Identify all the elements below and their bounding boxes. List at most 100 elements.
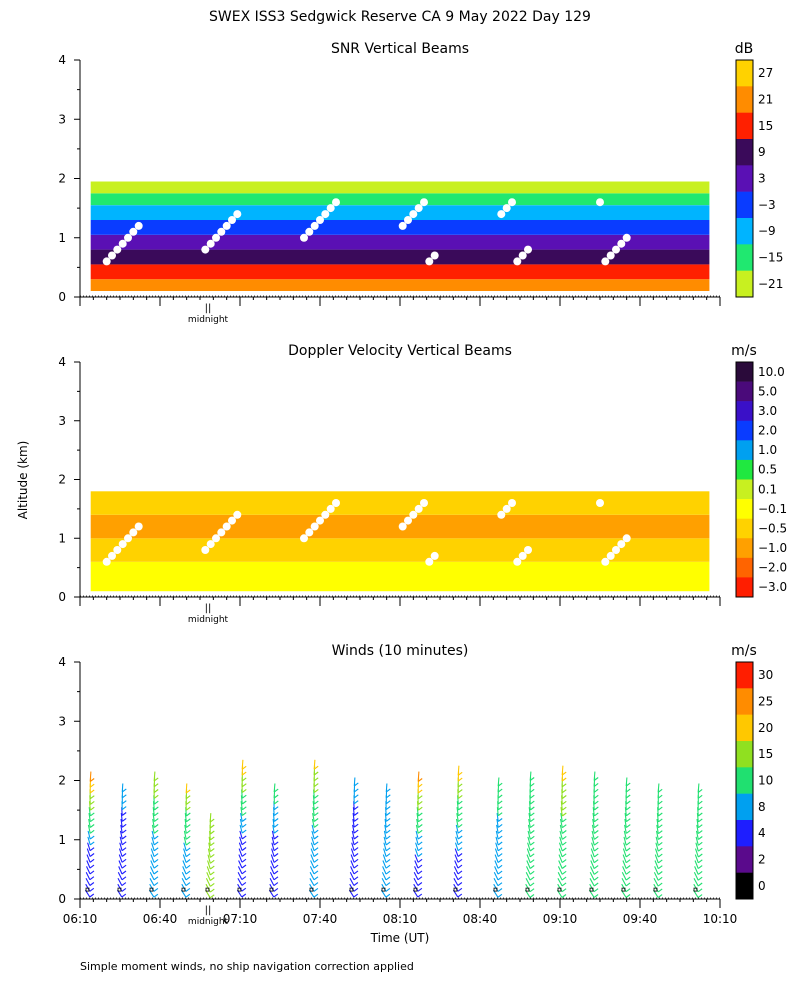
wind-barb bbox=[271, 830, 275, 840]
wind-barb bbox=[152, 818, 155, 828]
colorbar-swatch bbox=[736, 270, 753, 298]
wind-barb bbox=[87, 836, 91, 846]
y-tick-label: 1 bbox=[58, 833, 66, 847]
wind-barb bbox=[149, 872, 155, 881]
wind-barb-flag bbox=[153, 847, 159, 852]
wind-barb bbox=[184, 813, 187, 822]
wind-barb-flag bbox=[417, 887, 423, 892]
wind-barb-flag bbox=[593, 853, 599, 858]
wind-barb-flag bbox=[153, 794, 159, 799]
wind-barb bbox=[560, 807, 563, 817]
wind-barb bbox=[528, 818, 531, 828]
wind-barb-flag bbox=[353, 806, 359, 811]
colorbar-swatch bbox=[736, 244, 753, 271]
data-gap bbox=[102, 257, 111, 266]
wind-barb bbox=[87, 842, 91, 851]
wind-barb-flag bbox=[697, 788, 703, 793]
wind-barb-flag bbox=[185, 870, 191, 875]
wind-barb bbox=[271, 842, 275, 851]
wind-barb-flag bbox=[273, 847, 279, 852]
wind-barb bbox=[150, 866, 155, 875]
wind-barb-flag bbox=[313, 847, 319, 852]
wind-barb bbox=[591, 824, 595, 834]
colorbar-swatch bbox=[736, 165, 753, 192]
wind-barb bbox=[120, 818, 123, 828]
wind-barb bbox=[455, 824, 459, 834]
wind-barb-flag bbox=[561, 830, 567, 834]
wind-barb bbox=[621, 872, 627, 881]
wind-barb bbox=[625, 777, 628, 787]
colorbar-label: −2.0 bbox=[758, 561, 787, 575]
data-gap bbox=[124, 233, 132, 242]
data-gap bbox=[502, 504, 511, 513]
wind-barb bbox=[526, 854, 531, 863]
wind-barb bbox=[239, 830, 243, 840]
data-gap bbox=[404, 516, 412, 525]
wind-barb bbox=[695, 842, 699, 852]
wind-barb-flag bbox=[561, 789, 567, 794]
wind-barb-flag bbox=[241, 823, 247, 828]
wind-barb bbox=[150, 848, 155, 857]
colorbar-label: 9 bbox=[758, 145, 766, 159]
x-tick-label: 08:10 bbox=[383, 912, 418, 926]
wind-barb bbox=[309, 878, 315, 886]
data-gap bbox=[497, 210, 506, 219]
wind-barb-flag bbox=[625, 824, 631, 829]
wind-barb bbox=[558, 842, 563, 852]
colorbar-swatch bbox=[736, 381, 753, 402]
panel-title: Doppler Velocity Vertical Beams bbox=[288, 343, 512, 359]
wind-barb bbox=[527, 836, 531, 846]
wind-profile-06:25 bbox=[117, 783, 127, 898]
wind-barb-flag bbox=[153, 835, 159, 840]
calm-marker bbox=[557, 887, 562, 892]
data-gap bbox=[425, 557, 434, 566]
wind-barb-flag bbox=[697, 847, 703, 852]
wind-barb-flag bbox=[89, 778, 95, 782]
colorbar-label: 2 bbox=[758, 853, 766, 867]
wind-barb-flag bbox=[457, 887, 463, 892]
calm-marker bbox=[381, 887, 386, 892]
wind-barb-flag bbox=[529, 824, 535, 829]
wind-barb bbox=[454, 848, 459, 857]
wind-barb-flag bbox=[313, 893, 319, 898]
wind-barb-flag bbox=[697, 806, 703, 811]
wind-barb-flag bbox=[529, 865, 535, 869]
wind-barb-flag bbox=[313, 882, 319, 887]
wind-barb-flag bbox=[697, 800, 703, 805]
wind-barb-flag bbox=[561, 812, 567, 817]
wind-barb-flag bbox=[561, 847, 567, 852]
wind-barb-flag bbox=[457, 841, 463, 846]
wind-barb bbox=[151, 824, 155, 834]
wind-barb bbox=[494, 854, 499, 863]
wind-barb bbox=[624, 807, 627, 816]
wind-barb-flag bbox=[625, 894, 631, 898]
x-tick-label: 07:40 bbox=[303, 912, 338, 926]
calm-marker bbox=[653, 887, 658, 892]
wind-barb bbox=[495, 836, 499, 846]
wind-barb-flag bbox=[385, 806, 391, 811]
wind-barb bbox=[414, 866, 419, 875]
wind-barb-flag bbox=[241, 794, 247, 799]
wind-barb bbox=[238, 860, 243, 869]
wind-barb-flag bbox=[657, 806, 663, 811]
wind-profile-08:31 bbox=[452, 765, 463, 898]
wind-profile-08:16 bbox=[412, 771, 423, 898]
heatmap-band-1 bbox=[90, 561, 710, 592]
wind-barb-flag bbox=[273, 882, 279, 887]
data-gap bbox=[108, 251, 116, 260]
wind-barb-flag bbox=[529, 830, 535, 834]
wind-barb-flag bbox=[209, 871, 215, 876]
wind-barb bbox=[590, 854, 595, 863]
wind-barb bbox=[624, 824, 627, 834]
wind-barb bbox=[240, 801, 243, 810]
wind-barb-flag bbox=[497, 864, 503, 869]
wind-barb bbox=[695, 836, 699, 846]
wind-barb-flag bbox=[417, 893, 423, 898]
wind-barb bbox=[559, 818, 563, 828]
wind-barb bbox=[119, 836, 123, 845]
wind-barb-flag bbox=[121, 829, 127, 834]
wind-barb-flag bbox=[385, 893, 391, 898]
wind-barb-flag bbox=[121, 812, 127, 816]
wind-barb bbox=[457, 765, 460, 776]
wind-barb-flag bbox=[561, 876, 567, 881]
